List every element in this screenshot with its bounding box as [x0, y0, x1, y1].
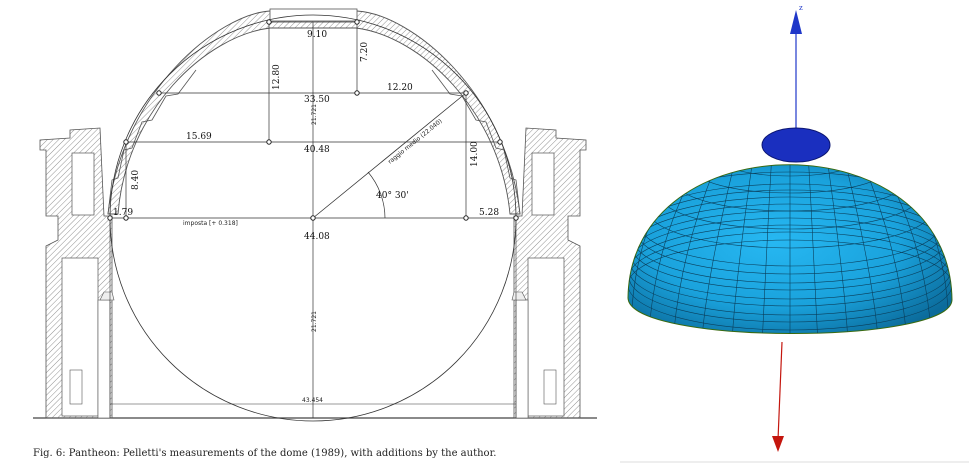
label-upper-rise: 12.80	[272, 64, 282, 90]
label-floor-span: 43.454	[302, 397, 323, 404]
pantheon-section-drawing: 9.10 7.20 12.80 33.50 12.20 21.721 15.69…	[33, 8, 597, 422]
radius-line	[312, 92, 467, 219]
figure-caption: Fig. 6: Pantheon: Pelletti's measurement…	[33, 448, 497, 459]
dome-3d-model: z	[620, 4, 969, 463]
label-springing-span: 44.08	[304, 232, 330, 242]
z-axis-label: z	[799, 4, 803, 12]
dome-steps-left	[107, 69, 197, 215]
z-axis-negative	[777, 341, 783, 441]
label-axis-lower: 21.721	[311, 311, 318, 332]
label-left-rise: 8.40	[131, 170, 141, 190]
label-top-span: 9.10	[307, 30, 327, 40]
label-angle: 40° 30'	[376, 191, 409, 201]
label-left-small: 1.79	[113, 208, 133, 218]
label-right-small: 5.28	[479, 208, 499, 218]
z-axis-arrow-up	[790, 10, 802, 34]
dome-steps-right	[431, 69, 521, 215]
label-cap-rise: 7.20	[360, 42, 370, 62]
label-axis-upper: 21.721	[311, 104, 318, 125]
label-upper-span: 33.50	[304, 95, 330, 105]
z-axis-arrow-down	[772, 436, 784, 452]
label-upper-half: 12.20	[387, 83, 413, 93]
node-markers	[107, 19, 519, 221]
left-drum-wall	[39, 127, 115, 419]
dome-oculus	[761, 127, 831, 163]
label-mid-span: 40.48	[304, 145, 330, 155]
angle-arc	[367, 171, 386, 219]
right-drum-wall	[511, 127, 587, 419]
label-imposta: imposta [+ 0.318]	[183, 220, 238, 227]
label-right-rise: 14.00	[470, 141, 480, 167]
label-mid-left: 15.69	[186, 132, 212, 142]
